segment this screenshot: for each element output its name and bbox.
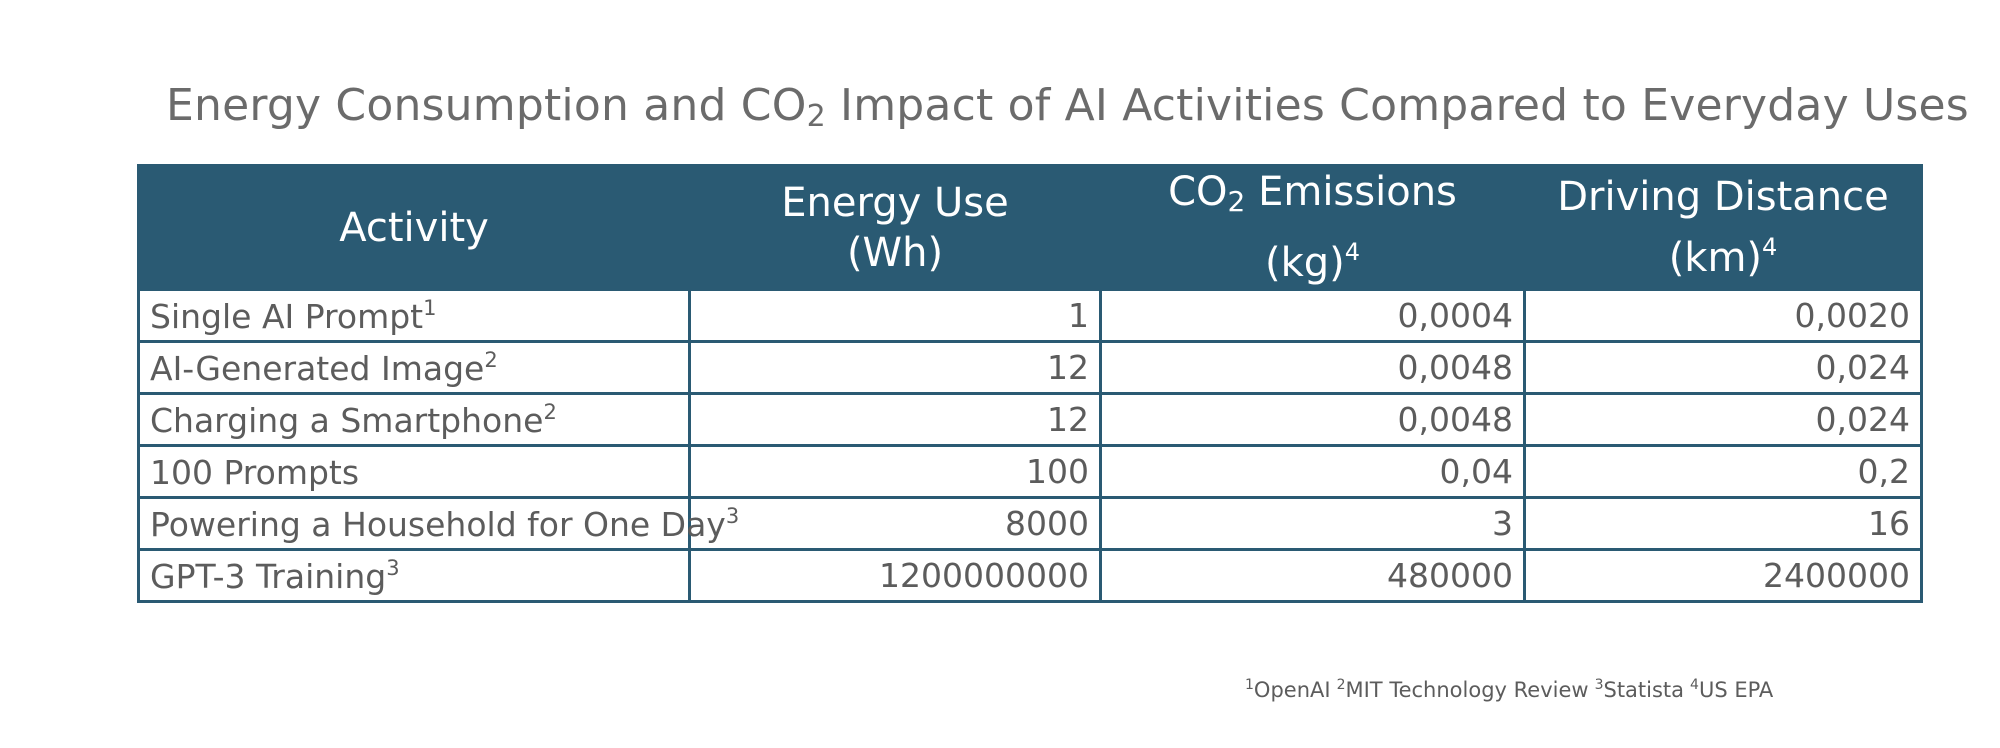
cell-activity: 100 Prompts bbox=[137, 444, 691, 499]
cell-driving-distance: 0,0020 bbox=[1523, 288, 1923, 343]
source-number: 1 bbox=[1245, 677, 1254, 693]
header-row: Activity Energy Use (Wh) CO2 Emissions (… bbox=[137, 164, 1923, 291]
activity-label: Single AI Prompt bbox=[150, 296, 424, 336]
cell-co2-emissions: 0,0048 bbox=[1099, 340, 1526, 395]
activity-footnote: 1 bbox=[423, 295, 437, 320]
activity-label: AI-Generated Image bbox=[150, 348, 485, 388]
source-item: 2MIT Technology Review bbox=[1336, 677, 1589, 702]
activity-footnote: 3 bbox=[386, 555, 400, 580]
cell-driving-distance: 2400000 bbox=[1523, 548, 1923, 603]
title-text-after: Impact of AI Activities Compared to Ever… bbox=[825, 80, 1969, 131]
cell-driving-distance: 0,024 bbox=[1523, 392, 1923, 447]
activity-footnote: 2 bbox=[484, 347, 498, 372]
cell-energy-use: 12 bbox=[688, 340, 1102, 395]
header-activity: Activity bbox=[137, 164, 691, 291]
table-row: Charging a Smartphone2 12 0,0048 0,024 bbox=[137, 392, 1923, 447]
cell-activity: GPT-3 Training3 bbox=[137, 548, 691, 603]
source-number: 3 bbox=[1594, 677, 1604, 693]
header-driving-line1: Driving Distance bbox=[1557, 174, 1889, 220]
source-name: OpenAI bbox=[1253, 678, 1331, 702]
cell-driving-distance: 0,2 bbox=[1523, 444, 1923, 499]
table-row: Powering a Household for One Day3 8000 3… bbox=[137, 496, 1923, 551]
header-activity-label: Activity bbox=[339, 204, 489, 251]
cell-co2-emissions: 480000 bbox=[1099, 548, 1526, 603]
chart-title: Energy Consumption and CO2 Impact of AI … bbox=[166, 80, 1969, 134]
cell-activity: Powering a Household for One Day3 bbox=[137, 496, 739, 551]
table-row: Single AI Prompt1 1 0,0004 0,0020 bbox=[137, 288, 1923, 343]
activity-label: Charging a Smartphone bbox=[150, 400, 544, 440]
sources-footnote: 1OpenAI 2MIT Technology Review 3Statista 4U… bbox=[1245, 677, 1779, 702]
activity-footnote: 3 bbox=[725, 503, 740, 528]
header-co2-footnote: 4 bbox=[1344, 238, 1361, 266]
table-row: AI-Generated Image2 12 0,0048 0,024 bbox=[137, 340, 1923, 395]
cell-energy-use: 1200000000 bbox=[688, 548, 1102, 603]
activity-label: 100 Prompts bbox=[150, 452, 360, 492]
activity-label: GPT-3 Training bbox=[150, 556, 387, 596]
source-name: MIT Technology Review bbox=[1345, 678, 1589, 702]
cell-co2-emissions: 0,04 bbox=[1099, 444, 1526, 499]
header-energy-use: Energy Use (Wh) bbox=[688, 164, 1102, 291]
cell-driving-distance: 16 bbox=[1523, 496, 1923, 551]
source-item: 3Statista bbox=[1594, 677, 1685, 702]
cell-energy-use: 12 bbox=[688, 392, 1102, 447]
source-number: 2 bbox=[1336, 677, 1346, 693]
cell-energy-use: 8000 bbox=[688, 496, 1102, 551]
cell-co2-emissions: 0,0048 bbox=[1099, 392, 1526, 447]
table-row: GPT-3 Training3 1200000000 480000 240000… bbox=[137, 548, 1923, 603]
table-row: 100 Prompts 100 0,04 0,2 bbox=[137, 444, 1923, 499]
header-energy-line1: Energy Use bbox=[781, 179, 1009, 226]
header-driving-line2: (km) bbox=[1668, 235, 1763, 281]
source-name: Statista bbox=[1603, 678, 1685, 702]
activity-label: Powering a Household for One Day bbox=[150, 504, 726, 544]
header-co2-line1: CO bbox=[1168, 169, 1228, 215]
activity-footnote: 2 bbox=[543, 399, 557, 424]
title-subscript: 2 bbox=[806, 99, 826, 134]
cell-activity: Charging a Smartphone2 bbox=[137, 392, 691, 447]
header-co2-subscript: 2 bbox=[1227, 185, 1246, 218]
header-co2-emissions: CO2 Emissions (kg)4 bbox=[1099, 164, 1526, 291]
title-text-before: Energy Consumption and CO bbox=[166, 80, 807, 131]
header-co2-line2: (kg) bbox=[1264, 240, 1345, 286]
header-energy-line2: (Wh) bbox=[846, 229, 944, 276]
cell-activity: Single AI Prompt1 bbox=[137, 288, 691, 343]
source-number: 4 bbox=[1690, 677, 1699, 693]
source-name: US EPA bbox=[1698, 678, 1774, 702]
cell-activity: AI-Generated Image2 bbox=[137, 340, 691, 395]
header-driving-distance: Driving Distance (km)4 bbox=[1523, 164, 1923, 291]
header-driving-footnote: 4 bbox=[1762, 233, 1778, 261]
cell-co2-emissions: 0,0004 bbox=[1099, 288, 1526, 343]
data-table: Activity Energy Use (Wh) CO2 Emissions (… bbox=[137, 164, 1923, 603]
source-item: 4US EPA bbox=[1690, 677, 1774, 702]
header-co2-line1-rest: Emissions bbox=[1245, 169, 1457, 215]
source-item: 1OpenAI bbox=[1245, 677, 1331, 702]
cell-driving-distance: 0,024 bbox=[1523, 340, 1923, 395]
cell-energy-use: 100 bbox=[688, 444, 1102, 499]
cell-energy-use: 1 bbox=[688, 288, 1102, 343]
cell-co2-emissions: 3 bbox=[1099, 496, 1526, 551]
